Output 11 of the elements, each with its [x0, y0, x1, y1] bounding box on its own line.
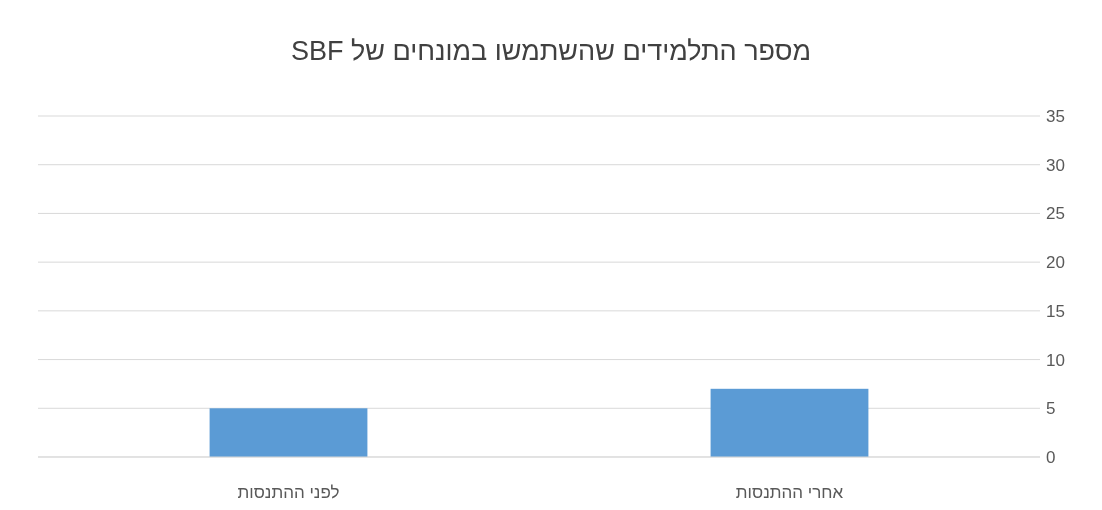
y-tick-label: 10	[1046, 350, 1065, 370]
chart-title: מספר התלמידים שהשתמשו במונחים של SBF	[290, 36, 812, 66]
x-tick-label: לפני ההתנסות	[237, 483, 340, 502]
y-tick-label: 30	[1046, 155, 1065, 175]
y-tick-label: 0	[1046, 448, 1056, 467]
y-tick-label: 35	[1046, 107, 1065, 126]
y-tick-label: 25	[1046, 204, 1065, 224]
y-tick-label: 15	[1046, 301, 1065, 321]
y-tick-label: 20	[1046, 253, 1065, 273]
y-tick-label: 5	[1046, 399, 1056, 419]
x-tick-label: אחרי ההתנסות	[735, 483, 844, 502]
